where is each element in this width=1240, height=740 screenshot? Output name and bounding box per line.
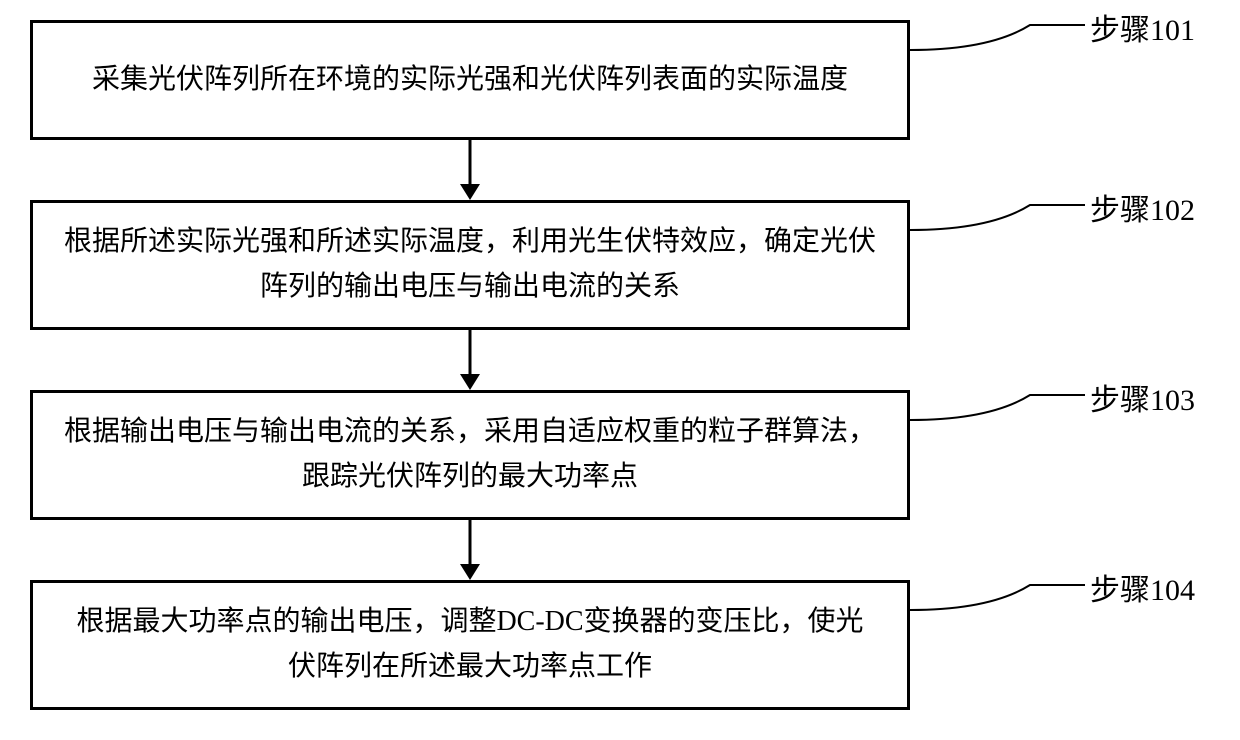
connector-101 <box>910 20 1090 80</box>
connector-102 <box>910 200 1090 260</box>
arrow-3-4 <box>455 520 485 582</box>
flowchart-container: 采集光伏阵列所在环境的实际光强和光伏阵列表面的实际温度 步骤101 根据所述实际… <box>0 0 1240 740</box>
step-box-101: 采集光伏阵列所在环境的实际光强和光伏阵列表面的实际温度 <box>30 20 910 140</box>
step-box-102: 根据所述实际光强和所述实际温度，利用光生伏特效应，确定光伏阵列的输出电压与输出电… <box>30 200 910 330</box>
step-label-101: 步骤101 <box>1090 5 1195 49</box>
step-label-104: 步骤104 <box>1090 565 1195 609</box>
connector-103 <box>910 390 1090 450</box>
step-text: 采集光伏阵列所在环境的实际光强和光伏阵列表面的实际温度 <box>92 58 848 103</box>
step-text: 根据输出电压与输出电流的关系，采用自适应权重的粒子群算法，跟踪光伏阵列的最大功率… <box>63 410 877 500</box>
arrow-1-2 <box>455 140 485 202</box>
step-box-104: 根据最大功率点的输出电压，调整DC-DC变换器的变压比，使光伏阵列在所述最大功率… <box>30 580 910 710</box>
step-label-102: 步骤102 <box>1090 185 1195 229</box>
step-box-103: 根据输出电压与输出电流的关系，采用自适应权重的粒子群算法，跟踪光伏阵列的最大功率… <box>30 390 910 520</box>
arrow-2-3 <box>455 330 485 392</box>
connector-104 <box>910 580 1090 640</box>
step-text: 根据最大功率点的输出电压，调整DC-DC变换器的变压比，使光伏阵列在所述最大功率… <box>63 600 877 690</box>
step-label-103: 步骤103 <box>1090 375 1195 419</box>
step-text: 根据所述实际光强和所述实际温度，利用光生伏特效应，确定光伏阵列的输出电压与输出电… <box>63 220 877 310</box>
